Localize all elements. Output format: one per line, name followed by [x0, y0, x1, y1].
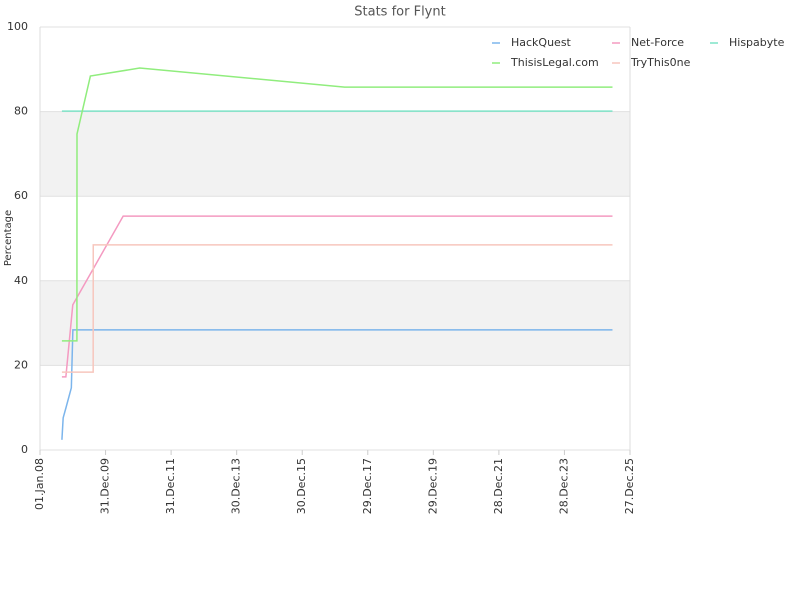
x-tick-label: 30.Dec.13 [230, 458, 243, 514]
x-tick-label: 01.Jan.08 [33, 458, 46, 510]
y-tick-label: 40 [14, 274, 28, 287]
x-tick-label: 28.Dec.21 [492, 458, 505, 514]
x-tick-label: 30.Dec.15 [295, 458, 308, 514]
legend-label: HackQuest [511, 36, 572, 49]
y-tick-label: 60 [14, 189, 28, 202]
legend-label: Hispabyte [729, 36, 785, 49]
x-tick-label: 29.Dec.17 [361, 458, 374, 514]
x-tick-label: 31.Dec.09 [99, 458, 112, 514]
legend-label: ThisisLegal.com [510, 56, 599, 69]
chart-title: Stats for Flynt [354, 5, 445, 20]
series-line [61, 244, 613, 373]
y-tick-label: 80 [14, 105, 28, 118]
legend-label: Net-Force [631, 36, 684, 49]
x-tick-label: 28.Dec.23 [557, 458, 570, 514]
series-line [61, 329, 613, 440]
y-tick-label: 20 [14, 358, 28, 371]
grid-band [40, 111, 630, 197]
grid-band [40, 280, 630, 366]
y-tick-label: 100 [7, 20, 28, 33]
y-tick-label: 0 [21, 443, 28, 456]
x-tick-label: 31.Dec.11 [164, 458, 177, 514]
legend-label: TryThis0ne [630, 56, 691, 69]
series-line [61, 215, 613, 378]
series-line [61, 67, 613, 342]
x-tick-label: 27.Dec.25 [623, 458, 636, 514]
x-tick-label: 29.Dec.19 [426, 458, 439, 514]
y-axis-label: Percentage [3, 210, 14, 266]
